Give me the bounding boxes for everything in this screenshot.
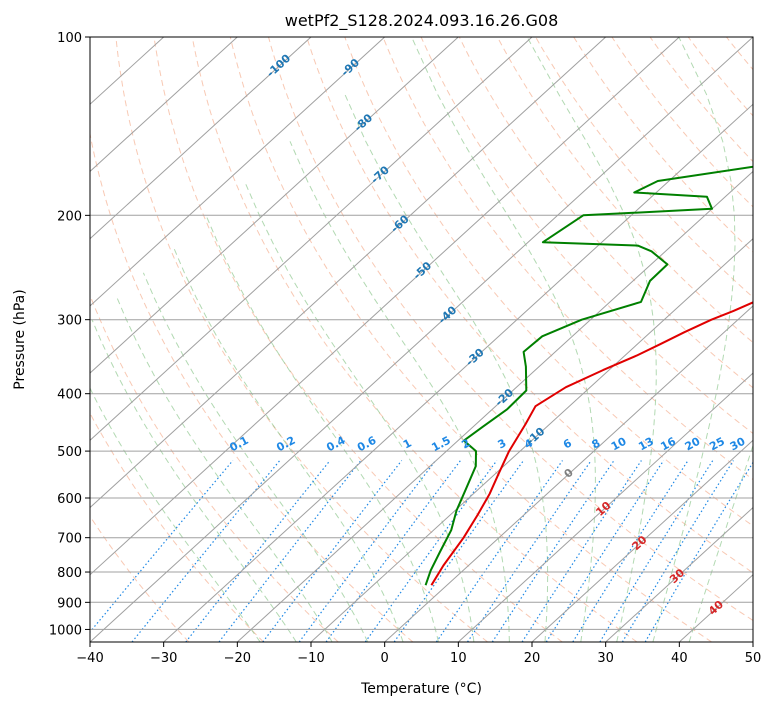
isotherm-line [236, 170, 753, 642]
isotherm-line [90, 37, 533, 442]
mixing-ratio-line [131, 460, 281, 642]
mixing-ratio-line [521, 460, 642, 642]
mixing-ratio-line [467, 460, 592, 642]
moist-adiabat-line [688, 443, 753, 642]
x-tick-label: 20 [524, 651, 541, 666]
moist-adiabat-line [652, 37, 736, 642]
mixing-ratio-line [393, 460, 524, 642]
y-axis-title: Pressure (hPa) [12, 289, 28, 389]
isotherm-line [90, 37, 680, 576]
dry-adiabat-line [268, 37, 753, 622]
y-tick-label: 700 [57, 532, 82, 547]
y-tick-label: 300 [57, 314, 82, 329]
dry-adiabat-line [344, 37, 753, 527]
sounding-profiles [424, 165, 753, 586]
moist-adiabat-line [172, 245, 404, 642]
mixing-ratio-label: 16 [658, 435, 678, 454]
mixing-ratio-label: 10 [609, 435, 629, 454]
moist-adiabat-line [411, 37, 596, 642]
isotherm-line [531, 439, 753, 642]
y-tick-label: 400 [57, 388, 82, 403]
mixing-ratio-line [298, 460, 437, 642]
mixing-ratio-label: 25 [707, 435, 727, 454]
x-tick-label: −10 [297, 651, 324, 666]
isotherm-line [163, 103, 753, 642]
y-tick-label: 600 [57, 492, 82, 507]
dry-adiabat-line [649, 37, 753, 163]
dry-adiabat-line [420, 37, 753, 435]
dry-adiabat-line [153, 37, 563, 642]
dry-adiabat-line [90, 131, 414, 642]
isotherm-line [384, 305, 753, 642]
moist-adiabat-line [344, 94, 549, 642]
y-tick-label: 100 [57, 31, 82, 46]
dry-adiabat-line [382, 37, 753, 481]
mixing-ratio-line [90, 460, 234, 633]
background-lines [90, 37, 753, 642]
mixing-ratio-line [185, 460, 331, 642]
mixing-ratio-label: 13 [636, 435, 656, 454]
chart-title: wetPf2_S128.2024.093.16.26.G08 [285, 11, 559, 31]
dry-adiabat-line [306, 37, 753, 574]
isotherm-line [90, 37, 459, 374]
dry-adiabat-line [90, 412, 264, 642]
y-tick-label: 900 [57, 596, 82, 611]
moist-adiabat-line [116, 297, 333, 642]
dry-adiabat-line [229, 37, 712, 642]
moist-adiabat-line [142, 272, 369, 642]
dry-adiabat-line [496, 37, 753, 344]
mixing-ratio-line [325, 460, 461, 642]
isotherm-line [605, 506, 753, 642]
isotherm-line [90, 37, 607, 509]
y-tick-label: 1000 [49, 623, 82, 638]
dry-adiabat-line [573, 37, 753, 253]
y-tick-label: 800 [57, 566, 82, 581]
dry-adiabat-line [191, 37, 638, 642]
moist-adiabat-line [90, 387, 261, 642]
isotherm-line [310, 237, 753, 642]
moist-adiabat-line [243, 180, 475, 642]
x-tick-label: 30 [597, 651, 614, 666]
x-tick-label: 10 [450, 651, 467, 666]
mixing-ratio-line [621, 460, 734, 642]
isotherm-line [90, 37, 238, 173]
y-tick-label: 500 [57, 445, 82, 460]
dry-adiabat-line [90, 293, 339, 642]
isotherm-line [457, 372, 753, 642]
isotherm-line [90, 37, 386, 307]
x-tick-label: 0 [381, 651, 389, 666]
mixing-ratio-label: 30 [728, 435, 748, 454]
mixing-ratio-line [644, 461, 753, 642]
axes: −40 −30 −20 −10 0 10 20 30 40 50 100 200 300 400 500 60… [49, 31, 761, 666]
isotherm-line [90, 37, 753, 642]
x-axis-title: Temperature (°C) [360, 681, 482, 697]
x-tick-label: −40 [76, 651, 103, 666]
isotherm-line [90, 37, 312, 240]
x-tick-label: 50 [745, 651, 762, 666]
y-tick-label: 200 [57, 209, 82, 224]
dewpoint-profile [424, 165, 753, 586]
mixing-ratio-label: 20 [683, 435, 703, 454]
plot-frame [89, 36, 754, 643]
dry-adiabat-line [458, 37, 753, 389]
x-tick-label: −30 [150, 651, 177, 666]
mixing-ratio-line [364, 460, 498, 642]
x-tick-label: 40 [671, 651, 688, 666]
mixing-ratio-line [491, 460, 615, 642]
x-tick-label: −20 [224, 651, 251, 666]
temperature-profile [430, 301, 753, 586]
mixing-ratio-line [435, 460, 563, 642]
dry-adiabat-line [115, 37, 488, 642]
